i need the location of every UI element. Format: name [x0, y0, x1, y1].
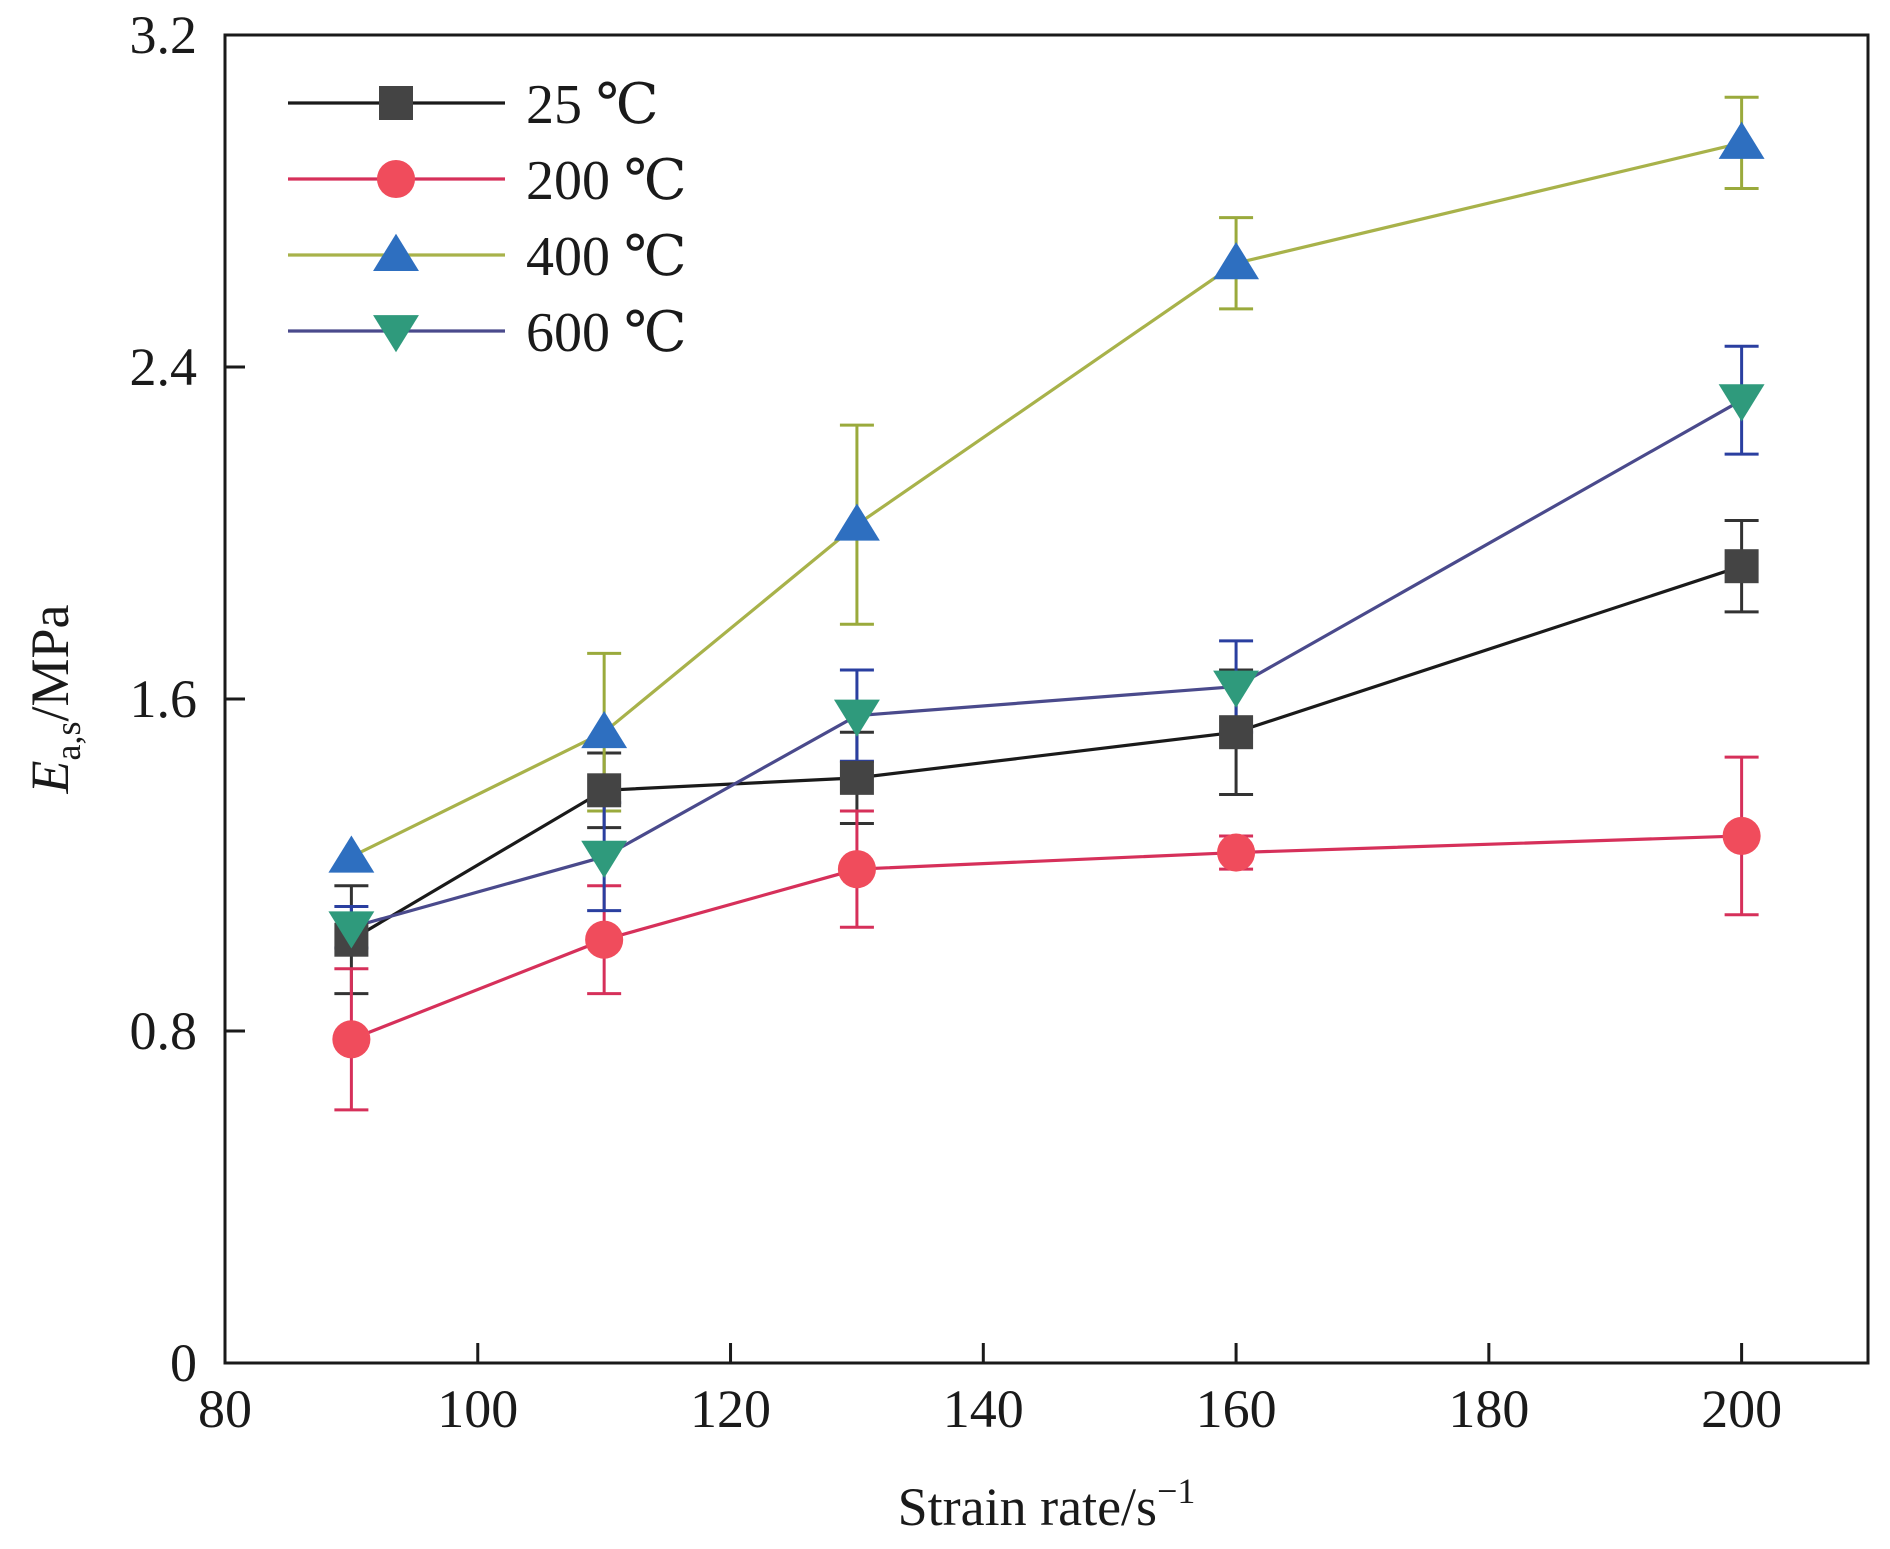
y-axis-title-symbol: E: [20, 761, 80, 795]
data-point: [1213, 670, 1260, 708]
data-point: [1217, 833, 1256, 872]
data-point: [1219, 715, 1254, 750]
data-point: [833, 699, 880, 737]
y-tick-label: 0: [170, 1333, 197, 1393]
legend-marker: [373, 315, 419, 353]
x-axis-title-text: Strain rate/s: [898, 1477, 1157, 1537]
legend-label: 200 ℃: [526, 150, 687, 212]
y-tick-label: 2.4: [130, 337, 198, 397]
legend: 25 ℃ 200 ℃ 400 ℃ 600 ℃: [288, 74, 687, 364]
legend-marker: [379, 86, 413, 120]
legend-label: 400 ℃: [526, 226, 687, 288]
legend-label: 25 ℃: [526, 74, 659, 136]
data-point: [585, 920, 624, 959]
data-point: [581, 840, 628, 878]
data-point: [1722, 816, 1761, 855]
legend-item: 200 ℃: [288, 150, 687, 212]
legend-item: 400 ℃: [288, 226, 687, 288]
y-tick-label: 0.8: [130, 1001, 198, 1061]
legend-marker: [376, 159, 416, 199]
data-point: [587, 773, 622, 808]
y-tick-label: 1.6: [130, 669, 198, 729]
data-point: [833, 503, 880, 541]
data-point: [839, 760, 874, 795]
x-tick-label: 200: [1701, 1379, 1782, 1439]
legend-item: 25 ℃: [288, 74, 659, 136]
data-point: [837, 850, 876, 889]
legend-item: 600 ℃: [288, 302, 687, 364]
x-axis-title: Strain rate/s−1: [898, 1471, 1196, 1537]
series-layer: [328, 95, 1765, 1112]
y-tick-label: 3.2: [130, 5, 198, 65]
x-tick-label: 100: [437, 1379, 518, 1439]
x-tick-label: 80: [198, 1379, 252, 1439]
legend-label: 600 ℃: [526, 302, 687, 364]
data-point: [328, 911, 375, 949]
data-point: [1213, 242, 1260, 280]
legend-marker: [373, 233, 419, 271]
x-tick-label: 160: [1196, 1379, 1277, 1439]
data-point: [328, 835, 375, 873]
y-axis-title: Ea,s/MPa: [20, 604, 88, 794]
x-tick-label: 140: [943, 1379, 1024, 1439]
data-point: [1724, 549, 1759, 584]
data-point: [332, 1020, 371, 1059]
x-tick-label: 120: [690, 1379, 771, 1439]
x-axis-title-superscript: −1: [1157, 1471, 1195, 1511]
x-tick-label: 180: [1448, 1379, 1529, 1439]
data-point: [1718, 121, 1765, 159]
data-point: [1718, 384, 1765, 422]
y-axis-title-subscript: a,s: [48, 722, 88, 761]
ticks-layer: 80 100 120 140 160 180 200 0 0.8 1.6 2.4 3.2: [130, 5, 1783, 1439]
y-axis-title-unit: /MPa: [20, 604, 80, 721]
data-point: [581, 710, 628, 749]
